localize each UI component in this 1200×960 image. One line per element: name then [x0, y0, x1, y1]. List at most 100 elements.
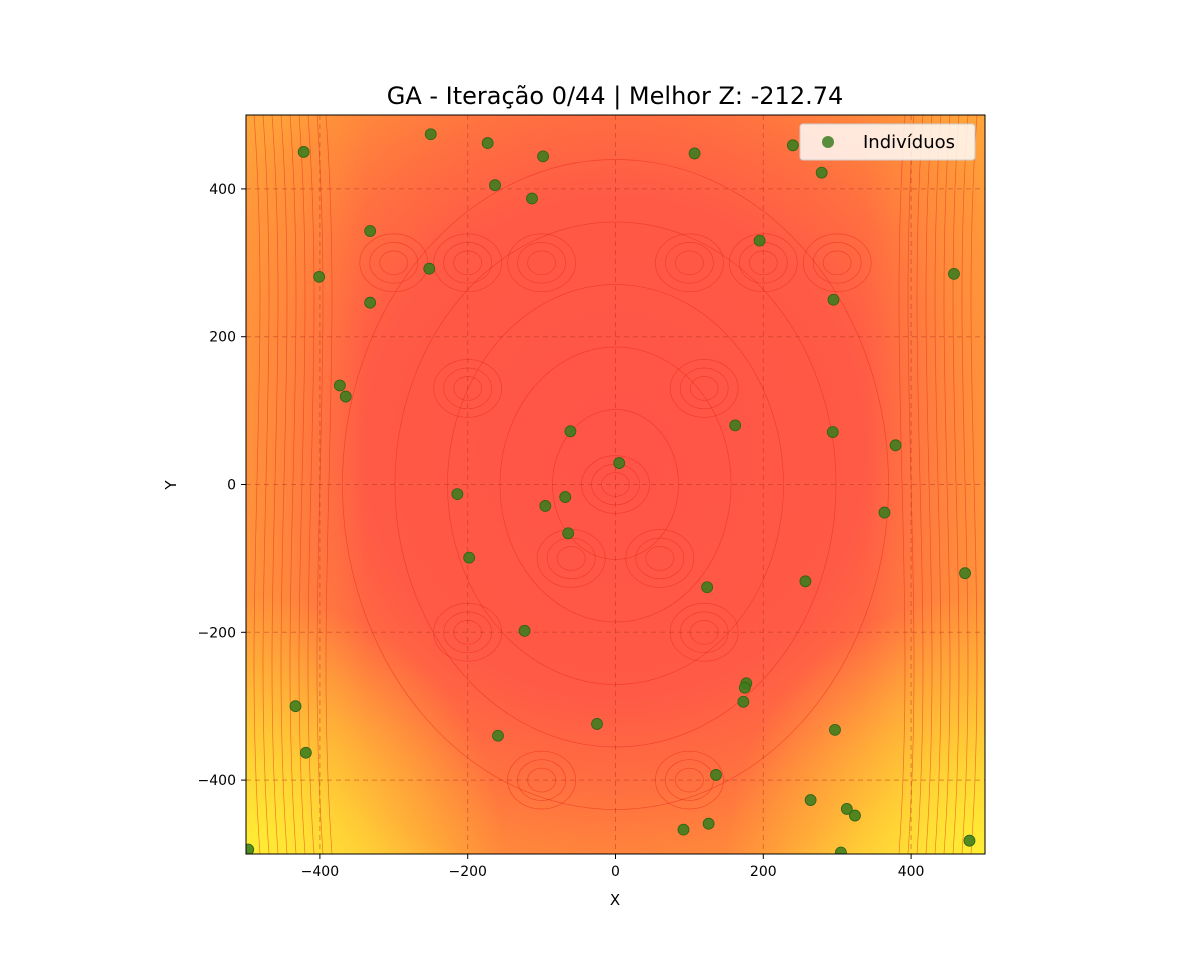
scatter-point — [948, 267, 960, 280]
scatter-point — [786, 139, 799, 152]
scatter-point — [729, 419, 742, 432]
contour-loop — [453, 620, 483, 645]
scatter-point — [889, 439, 902, 452]
contour-edge-line — [952, 115, 960, 854]
scatter-point — [702, 817, 715, 830]
legend-marker — [822, 136, 834, 148]
chart-title: GA - Iteração 0/44 | Melhor Z: -212.74 — [387, 82, 844, 110]
x-tick-label: −200 — [448, 864, 486, 880]
scatter-point — [815, 166, 828, 179]
contour-loop — [507, 233, 576, 293]
contour-loop — [689, 620, 719, 645]
scatter-point — [677, 823, 690, 836]
scatter-point — [834, 846, 847, 854]
scatter-point — [959, 567, 971, 580]
contour-edge-line — [916, 115, 924, 854]
contour-loop — [581, 455, 650, 514]
contour-loop — [679, 611, 729, 654]
scatter-point — [591, 718, 603, 730]
contour-edge-line — [898, 115, 906, 854]
x-axis-label: X — [610, 891, 620, 909]
scatter-point — [518, 624, 531, 637]
contour-loop — [443, 242, 493, 284]
contour-loop — [517, 242, 566, 284]
scatter-point — [246, 843, 255, 854]
contour-edge-line — [325, 115, 333, 854]
contour-loop — [802, 233, 872, 293]
contour-loop — [443, 367, 493, 410]
scatter-point — [489, 179, 501, 192]
scatter-points — [246, 128, 976, 854]
y-axis-label: Y — [162, 480, 180, 491]
legend: Indivíduos — [799, 123, 976, 161]
scatter-point — [364, 296, 377, 309]
contour-edge-line — [961, 115, 969, 854]
contour-edge-line — [970, 115, 978, 854]
contour-loop — [499, 346, 732, 623]
x-tick-label: 400 — [898, 864, 925, 880]
contour-loop — [748, 250, 778, 276]
contour-edge-line — [280, 115, 288, 854]
scatter-point — [559, 491, 572, 503]
contour-loop — [453, 250, 483, 276]
scatter-point — [364, 225, 377, 237]
contour-edge-line — [316, 115, 324, 854]
contour-loop — [728, 233, 798, 293]
y-tick-label: 0 — [227, 478, 236, 494]
scatter-point — [539, 500, 552, 512]
contour-edge-line — [298, 115, 306, 854]
contour-edge-line — [934, 115, 942, 854]
scatter-point — [840, 803, 853, 815]
x-tick-label: 0 — [611, 864, 620, 880]
contour-loop — [394, 221, 837, 748]
contour-loop — [342, 159, 889, 810]
contour-edge-line — [289, 115, 297, 854]
contour-loop — [379, 250, 409, 276]
scatter-point — [297, 146, 310, 158]
scatter-point — [562, 527, 575, 540]
contour-loop — [675, 250, 704, 276]
scatter-point — [804, 794, 817, 806]
scatter-point — [289, 700, 302, 713]
scatter-point — [688, 147, 701, 160]
scatter-point — [829, 723, 841, 736]
contour-corner-bottom-right — [246, 115, 985, 854]
scatter-point — [710, 769, 722, 781]
contour-loop — [669, 359, 739, 418]
scatter-point — [537, 150, 549, 163]
scatter-point — [423, 262, 436, 275]
contour-lines — [253, 115, 978, 854]
contour-loop — [527, 767, 556, 793]
contour-edge-line — [253, 115, 261, 854]
contour-loop — [655, 233, 724, 293]
contour-edge-line — [262, 115, 270, 854]
contour-loop — [453, 376, 483, 401]
scatter-point — [313, 270, 326, 283]
contour-loop — [507, 750, 576, 810]
scatter-point — [492, 729, 504, 742]
contour-loop — [552, 409, 679, 560]
contour-edge-line — [943, 115, 951, 854]
contour-loop — [359, 233, 429, 293]
legend-box — [799, 123, 976, 161]
scatter-point — [827, 293, 840, 306]
contour-loop — [665, 242, 714, 284]
legend-label-individuos: Indivíduos — [863, 132, 955, 153]
contour-loop — [822, 250, 852, 276]
y-axis-ticks: −400 −200 0 200 400 — [198, 182, 246, 789]
scatter-point — [424, 128, 437, 141]
scatter-point — [463, 551, 476, 564]
contour-loop — [645, 546, 675, 571]
contour-edge-line — [271, 115, 279, 854]
contour-loop — [675, 767, 704, 793]
scatter-point — [481, 137, 494, 149]
scatter-point — [526, 192, 538, 205]
scatter-point — [799, 575, 812, 588]
contour-loop — [443, 611, 493, 654]
scatter-point — [299, 746, 312, 759]
contour-loop — [433, 233, 503, 293]
scatter-point — [339, 390, 352, 403]
y-tick-label: −400 — [198, 773, 236, 789]
scatter-point — [701, 581, 714, 594]
contour-loop — [447, 284, 784, 685]
